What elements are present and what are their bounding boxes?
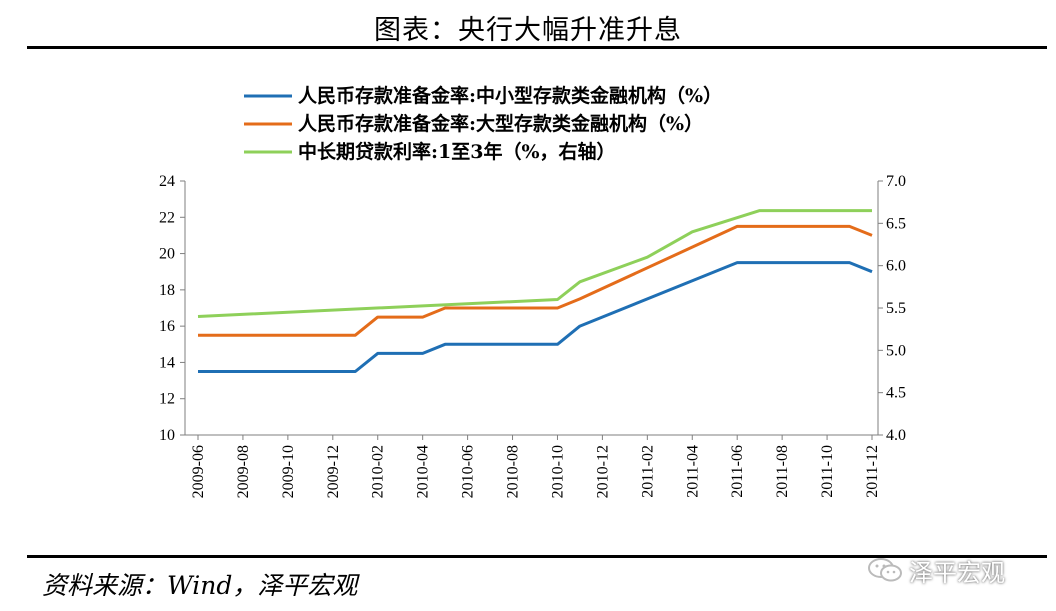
x-tick-label: 2010-06 [460,445,477,498]
series-line-2 [198,224,873,337]
watermark-text: 泽平宏观 [909,558,1005,587]
y-right-tick-label: 5.5 [886,300,906,317]
x-tick-label: 2011-02 [639,445,656,498]
watermark: 泽平宏观 [867,557,1005,587]
footer-divider [27,555,1047,558]
y-left-tick-label: 16 [159,318,175,335]
y-right-tick-label: 7.0 [886,173,906,190]
y-left-tick-label: 20 [159,246,175,263]
wechat-icon [868,558,902,582]
x-tick-label: 2010-08 [505,445,522,498]
x-tick-label: 2011-10 [819,445,836,498]
y-left-tick-label: 18 [159,282,175,299]
y-left-tick-label: 10 [159,427,175,444]
y-left-tick-label: 12 [159,391,175,408]
series-line-1 [198,261,873,373]
line-chart: 人民币存款准备金率:中小型存款类金融机构（%） 人民币存款准备金率:大型存款类金融… [159,84,906,498]
legend-label-2: 人民币存款准备金率:大型存款类金融机构（%） [298,112,703,135]
chart-legend: 人民币存款准备金率:中小型存款类金融机构（%） 人民币存款准备金率:大型存款类金融… [244,84,722,163]
y-left-tick-label: 22 [159,209,175,226]
x-tick-label: 2010-10 [549,445,566,498]
x-tick-label: 2011-08 [774,445,791,498]
y-left-tick-label: 14 [159,354,175,371]
x-tick-label: 2010-02 [370,445,387,498]
x-tick-label: 2011-06 [729,445,746,498]
x-tick-label: 2010-12 [594,445,611,498]
y-right-tick-label: 6.0 [886,258,906,275]
x-tick-label: 2009-08 [235,445,252,498]
plot-area: 10 12 14 16 18 20 22 24 4.0 4.5 5.0 5.5 6.0 6.5 7.0 200… [159,173,906,498]
y-right-tick-label: 4.0 [886,427,906,444]
y-left-tick-label: 24 [159,173,175,190]
legend-label-3: 中长期贷款利率:1至3年（%，右轴） [298,140,616,163]
x-tick-label: 2011-04 [684,445,701,498]
x-tick-label: 2009-12 [325,445,342,498]
page-title: 图表：央行大幅升准升息 [374,15,682,46]
y-right-tick-label: 6.5 [886,215,906,232]
series-line-3 [197,209,872,318]
x-tick-label: 2009-06 [190,445,207,498]
source-note: 资料来源：Wind，泽平宏观 [42,571,358,600]
legend-label-1: 人民币存款准备金率:中小型存款类金融机构（%） [298,84,722,107]
x-tick-label: 2010-04 [415,445,432,498]
x-tick-label: 2011-12 [864,445,881,498]
x-tick-label: 2009-10 [280,445,297,498]
y-right-tick-label: 5.0 [886,342,906,359]
title-divider [27,46,1047,49]
y-right-tick-label: 4.5 [886,385,906,402]
